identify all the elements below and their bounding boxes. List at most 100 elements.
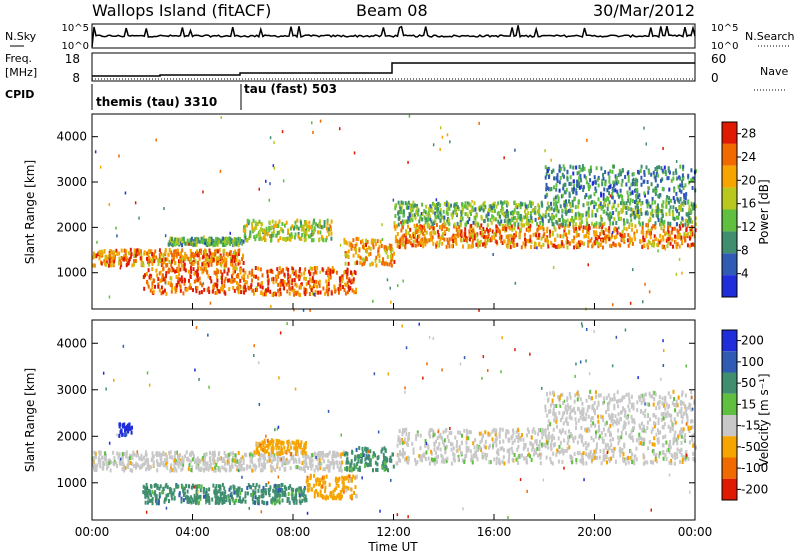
power-cell [446,238,448,242]
power-cell [641,212,643,216]
velocity-cell [311,453,313,457]
power-cell [670,242,672,246]
power-cell [535,242,537,246]
power-cell [349,241,351,245]
power-colorbar-swatch [722,188,737,210]
cpid-program-2: tau (fast) 503 [244,82,337,96]
power-noise-cell [269,199,271,202]
power-cell [540,216,542,220]
power-cell [645,223,647,227]
power-cell [591,222,593,226]
power-cell [517,222,519,226]
velocity-cell [187,490,189,494]
power-cell [414,204,416,208]
power-cell [420,227,422,231]
power-cell [533,233,535,237]
power-cell [512,212,514,216]
power-cell [591,214,593,218]
power-cell [479,241,481,245]
freq-tick-bottom: 8 [72,71,80,85]
velocity-cell [601,431,603,435]
power-cell [295,233,297,237]
power-noise-cell [319,271,321,274]
power-cell [651,182,653,186]
power-cell [429,214,431,218]
velocity-cell [218,501,220,505]
velocity-cell [224,500,226,504]
power-cell [255,266,257,270]
power-cell [261,281,263,285]
power-cell [565,220,567,224]
power-cell [216,257,218,261]
velocity-cell [174,459,176,463]
power-cell [321,225,323,229]
velocity-cell [605,433,607,437]
power-cell [569,209,571,213]
velocity-cell [209,458,211,462]
power-cell [444,230,446,234]
power-cell [356,261,358,265]
power-cell [511,240,513,244]
power-cell [535,218,537,222]
power-cell [302,226,304,230]
power-cell [202,255,204,259]
power-cell [578,181,580,185]
power-cell [191,237,193,241]
velocity-cell [232,458,234,462]
velocity-cell [264,439,266,443]
velocity-cell [211,498,213,502]
power-cell [436,241,438,245]
power-cell [286,290,288,294]
velocity-cell [108,461,110,465]
velocity-cell [173,488,175,492]
power-cell [467,220,469,224]
power-noise-cell [644,283,646,286]
power-cell [674,235,676,239]
power-cell [200,249,202,253]
power-cell [391,264,393,268]
velocity-cell [307,483,309,487]
power-cell [251,226,253,230]
power-cell [192,288,194,292]
power-cell [273,230,275,234]
power-cell [245,236,247,240]
velocity-cell [238,499,240,503]
power-cell [451,244,453,248]
power-cell [234,241,236,245]
velocity-cell [265,483,267,487]
power-noise-cell [610,194,612,197]
power-cell [252,289,254,293]
power-cell [338,287,340,291]
power-cell [588,231,590,235]
power-noise-cell [618,227,620,230]
power-cell [228,268,230,272]
velocity-cell [327,459,329,463]
velocity-cell [356,475,358,479]
velocity-cell [581,439,583,443]
power-cell [643,170,645,174]
power-cell [608,172,610,176]
power-cell [325,271,327,275]
power-cell [470,224,472,228]
power-cell [546,183,548,187]
power-cell [275,221,277,225]
velocity-cell [326,454,328,458]
power-cell [636,182,638,186]
power-cell [675,192,677,196]
power-noise-cell [544,149,546,152]
power-cell [281,222,283,226]
power-noise-cell [282,130,284,133]
power-cell [516,243,518,247]
cpid-label: CPID [5,88,34,101]
velocity-cell [579,451,581,455]
power-cell [676,229,678,233]
power-cell [373,246,375,250]
power-cell [342,285,344,289]
power-cell [647,244,649,248]
power-cell [545,210,547,214]
power-cell [454,240,456,244]
power-cell [634,182,636,186]
velocity-cell [194,498,196,502]
power-cell [500,200,502,204]
power-noise-cell [649,290,651,293]
